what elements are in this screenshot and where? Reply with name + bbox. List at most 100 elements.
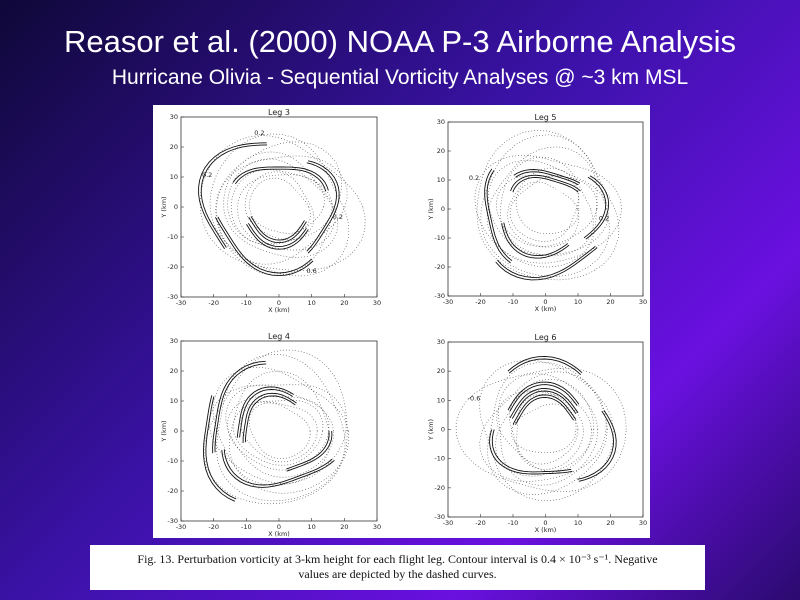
contour-value-label: 0.2 (202, 171, 212, 179)
x-tick-label: 30 (373, 299, 381, 307)
positive-contour (511, 390, 577, 419)
positive-contour (486, 170, 513, 262)
negative-contour (203, 349, 348, 505)
negative-contour (511, 403, 577, 453)
x-tick-label: 0 (543, 298, 547, 306)
x-tick-label: 10 (308, 299, 316, 307)
y-tick-label: -20 (434, 263, 445, 271)
y-tick-label: -30 (167, 293, 178, 301)
x-tick-label: 10 (574, 298, 582, 306)
positive-contour (512, 177, 579, 193)
positive-contour (246, 224, 309, 250)
y-tick-label: 0 (441, 205, 445, 213)
panel-1: Leg 3 -30 -20 -10 0 10 20 30 30 20 10 0 -10 -20 -30 X (… (160, 108, 381, 314)
negative-contour (479, 359, 614, 502)
negative-contour (212, 367, 350, 494)
positive-contour (507, 355, 583, 374)
positive-contour (223, 449, 333, 486)
y-axis-label: Y (km) (427, 198, 435, 220)
positive-contour (484, 168, 511, 264)
x-tick-label: 30 (639, 519, 647, 527)
contour-value-label: 0.6 (306, 267, 316, 275)
positive-contour (510, 174, 581, 192)
caption-line-1: Fig. 13. Perturbation vorticity at 3-km … (137, 552, 658, 566)
contour-value-label: 0.2 (469, 174, 479, 182)
y-tick-label: -30 (434, 292, 445, 300)
positive-contour (578, 410, 617, 482)
positive-contour (513, 169, 581, 184)
y-tick-label: 0 (174, 427, 178, 435)
negative-contour (199, 135, 366, 271)
x-tick-label: 20 (606, 298, 614, 306)
x-tick-label: -20 (475, 298, 486, 306)
x-axis-label: X (km) (268, 530, 290, 538)
positive-contour (232, 166, 329, 191)
x-tick-label: -10 (508, 298, 519, 306)
x-tick-label: 0 (277, 299, 281, 307)
positive-contour (307, 160, 340, 254)
positive-contour (509, 388, 579, 419)
panel-label: Leg 6 (535, 333, 557, 342)
x-tick-label: -30 (176, 523, 187, 531)
vorticity-figure: Leg 3 -30 -20 -10 0 10 20 30 30 20 10 0 -10 -20 -30 X (… (153, 105, 650, 538)
x-tick-label: 0 (543, 519, 547, 527)
x-tick-label: 10 (574, 519, 582, 527)
x-tick-label: 20 (340, 523, 348, 531)
negative-contour (486, 146, 598, 268)
x-tick-label: -10 (241, 299, 252, 307)
positive-contour (245, 395, 296, 443)
x-tick-label: -10 (241, 523, 252, 531)
x-tick-label: 30 (373, 523, 381, 531)
negative-contour (515, 181, 579, 235)
y-tick-label: 0 (441, 426, 445, 434)
positive-contour (239, 389, 293, 438)
panel-2: Leg 5 -30 -20 -10 0 10 20 30 30 20 10 0 -10 -20 -30 X (… (427, 113, 647, 313)
eye-region (521, 407, 570, 452)
x-tick-label: -20 (208, 299, 219, 307)
y-tick-label: 10 (170, 173, 178, 181)
y-tick-label: -10 (167, 457, 178, 465)
y-tick-label: -20 (434, 484, 445, 492)
y-tick-label: 10 (437, 176, 445, 184)
positive-contour (248, 216, 307, 244)
y-tick-label: 10 (437, 396, 445, 404)
eye-region (254, 184, 304, 230)
figure-caption: Fig. 13. Perturbation vorticity at 3-km … (90, 545, 705, 590)
positive-contour (221, 450, 335, 488)
y-tick-label: 0 (174, 203, 178, 211)
panel-label: Leg 4 (268, 332, 290, 341)
negative-contour (240, 401, 318, 463)
x-tick-label: 20 (340, 299, 348, 307)
y-tick-label: 30 (437, 118, 445, 126)
positive-contour (585, 175, 610, 240)
positive-contour (509, 384, 578, 412)
y-tick-label: -30 (434, 513, 445, 521)
negative-contour (487, 362, 608, 495)
positive-contour (491, 429, 572, 473)
positive-contour (515, 171, 579, 186)
y-tick-label: -20 (167, 263, 178, 271)
positive-contour (205, 396, 237, 500)
x-tick-label: 0 (277, 523, 281, 531)
negative-contour (227, 158, 336, 251)
positive-contour (242, 392, 297, 443)
y-tick-label: 30 (170, 113, 178, 121)
positive-contour (489, 429, 573, 475)
positive-contour (515, 396, 574, 425)
negative-contour (249, 177, 311, 234)
positive-contour (214, 363, 267, 453)
x-tick-label: -30 (443, 519, 454, 527)
y-tick-label: 10 (170, 397, 178, 405)
positive-contour (503, 222, 569, 257)
panel-3: Leg 4 -30 -20 -10 0 10 20 30 30 20 10 0 -10 -20 -30 X (… (160, 332, 381, 538)
negative-contour (209, 384, 347, 484)
negative-contour (480, 134, 610, 277)
contour-value-label: 0.2 (599, 215, 609, 223)
y-tick-label: 30 (437, 338, 445, 346)
panel-4: Leg 6 -30 -20 -10 0 10 20 30 30 20 10 0 -10 -20 -30 X (… (427, 333, 647, 534)
y-axis-label: Y (km) (427, 419, 435, 441)
positive-contour (200, 144, 268, 248)
positive-contour (501, 223, 570, 259)
negative-contour (215, 141, 342, 276)
negative-contour (476, 129, 620, 281)
